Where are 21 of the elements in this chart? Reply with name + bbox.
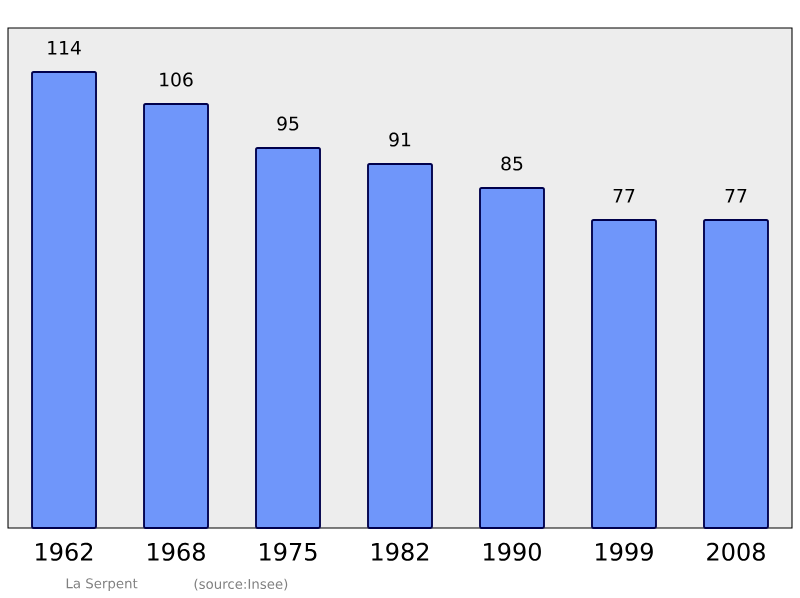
x-tick-label: 1975 (260, 542, 317, 561)
data-label: 106 (160, 72, 193, 87)
bar (479, 187, 545, 529)
data-label: 77 (613, 188, 635, 203)
bar (703, 219, 769, 529)
x-tick-label: 1999 (596, 542, 653, 561)
bar (591, 219, 657, 529)
data-label: 77 (725, 188, 747, 203)
bar (143, 103, 209, 529)
x-tick-label: 1968 (148, 542, 205, 561)
bar (367, 163, 433, 529)
x-tick-label: 1982 (372, 542, 429, 561)
x-tick-label: 1962 (36, 542, 93, 561)
x-tick-label: 1990 (484, 542, 541, 561)
bar (255, 147, 321, 529)
data-label: 85 (501, 156, 523, 171)
data-label: 95 (277, 116, 299, 131)
data-label: 114 (48, 40, 81, 55)
bar (31, 71, 97, 529)
data-label: 91 (389, 132, 411, 147)
x-tick-label: 2008 (707, 542, 765, 561)
